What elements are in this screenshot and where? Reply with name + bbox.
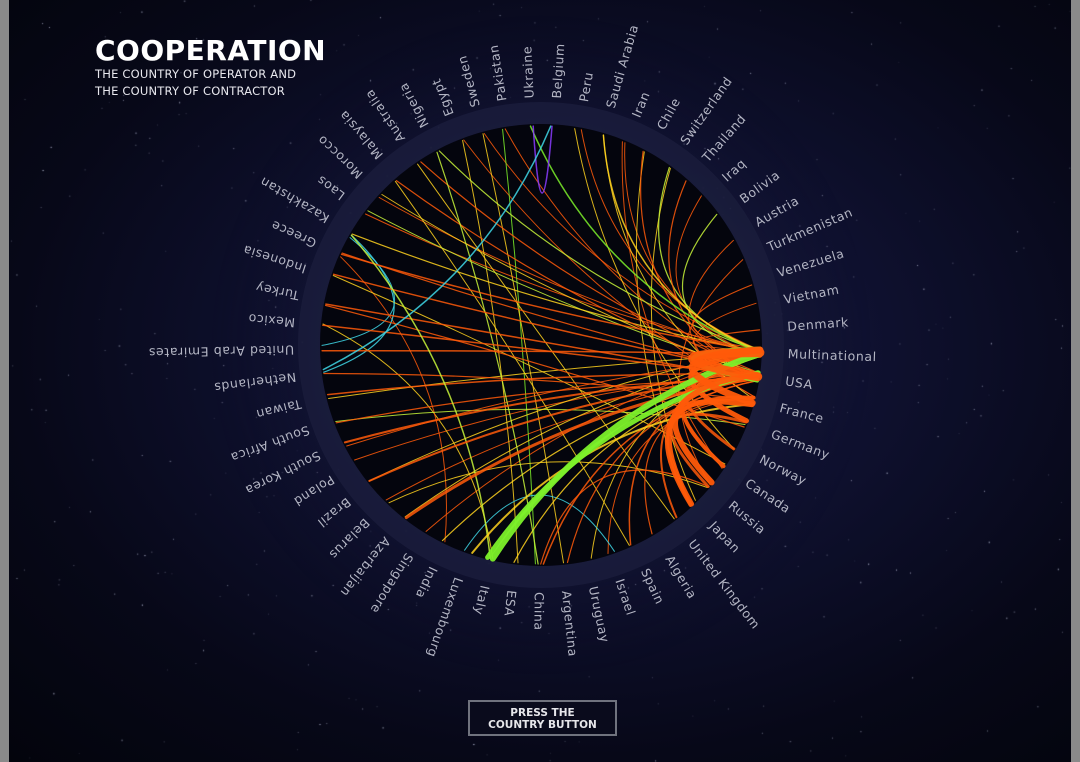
country-label-italy[interactable]: Italy — [471, 584, 492, 617]
subtitle-line-2: THE COUNTRY OF CONTRACTOR — [95, 84, 285, 98]
subtitle-line-1: THE COUNTRY OF OPERATOR AND — [95, 67, 297, 81]
chord-link-italy-kazakhstan — [350, 234, 491, 559]
chord-link-usa-taiwan — [326, 373, 759, 396]
chord-link-multinational-venezuela — [692, 284, 761, 350]
chord-link-multinational-ukraine — [529, 125, 761, 354]
chord-links — [321, 125, 765, 565]
press-button-line-2: COUNTRY BUTTON — [488, 719, 597, 731]
chord-link-netherlands-kazakhstan — [323, 234, 395, 373]
title-block: COOPERATION THE COUNTRY OF OPERATOR AND … — [95, 36, 326, 100]
country-label-mexico[interactable]: Mexico — [247, 311, 295, 330]
app-stage: Multinational USA France Germany Norway Canad… — [9, 0, 1071, 762]
page-title: COOPERATION — [95, 34, 327, 67]
chord-link-multinational-iraq — [675, 195, 761, 356]
chord-link-ukraine-belgium — [532, 125, 553, 194]
country-label-usa[interactable]: USA — [784, 373, 814, 392]
country-label-argentina[interactable]: Argentina — [559, 590, 581, 658]
country-label-china[interactable]: China — [531, 592, 546, 631]
chord-link-canada-iran — [621, 141, 723, 469]
chord-link-multinational-saudi-arabia — [602, 134, 761, 353]
country-label-esa[interactable]: ESA — [501, 589, 519, 617]
chord-link-multinational-peru — [580, 129, 761, 351]
country-label-ukraine[interactable]: Ukraine — [519, 46, 536, 99]
chord-link-france-russia — [672, 398, 755, 486]
chord-link-usa-turkey — [325, 303, 759, 381]
cooperation-chord-diagram: MultinationalUSAFranceGermanyNorwayCanad… — [148, 15, 877, 675]
country-label-peru[interactable]: Peru — [576, 71, 596, 103]
country-label-denmark[interactable]: Denmark — [787, 314, 850, 334]
chord-link-multinational-greece — [340, 253, 761, 353]
chord-link-multinational-bolivia — [682, 213, 761, 356]
diagram-ring — [298, 102, 784, 588]
chord-link-france-luxembourg — [471, 403, 753, 554]
chord-link-belgium-netherlands — [322, 125, 552, 371]
press-country-button[interactable]: PRESS THE COUNTRY BUTTON — [468, 700, 617, 736]
chord-link-multinational-germany — [688, 352, 763, 424]
chord-link-multinational-nigeria — [438, 150, 761, 352]
chord-link-india-greece — [340, 256, 447, 543]
country-label-united-arab-emirates[interactable]: United Arab Emirates — [148, 343, 294, 361]
country-label-multinational[interactable]: Multinational — [788, 346, 877, 364]
country-label-belgium[interactable]: Belgium — [549, 43, 567, 99]
chord-link-spain-malaysia — [394, 180, 630, 546]
press-button-line-1: PRESS THE — [510, 707, 575, 719]
chord-link-multinational-usa — [688, 348, 765, 382]
chord-link-russia-belarus — [388, 461, 708, 504]
